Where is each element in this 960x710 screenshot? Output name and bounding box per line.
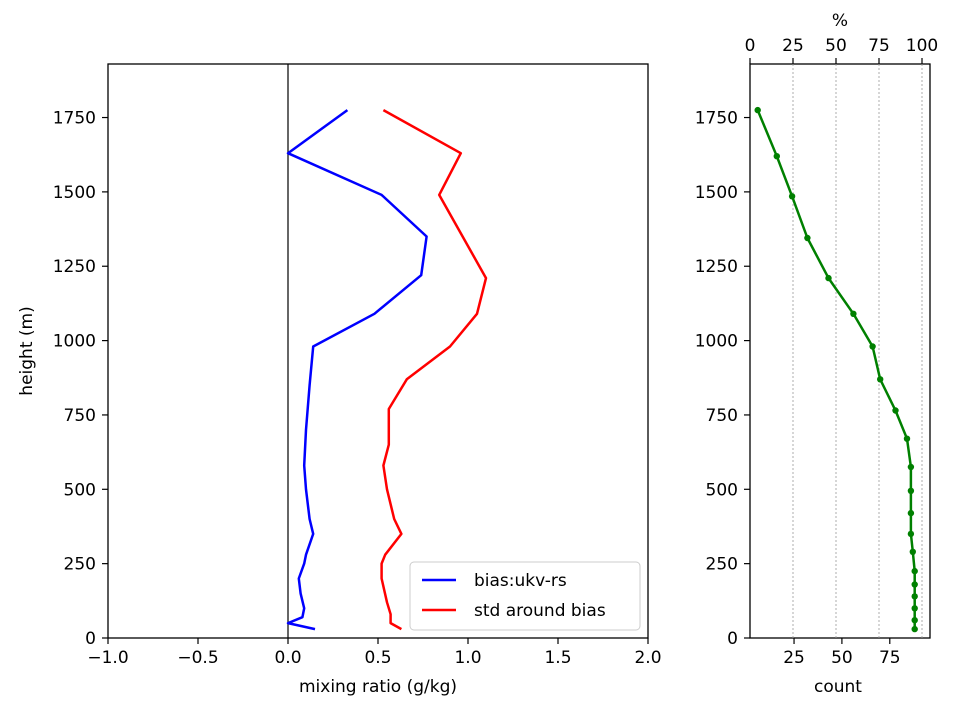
count-tick-label: 75 <box>879 648 901 668</box>
legend-label-std: std around bias <box>474 601 606 621</box>
right-x-ticks: 25 50 75 <box>783 638 901 668</box>
count-point <box>788 193 796 200</box>
right-y-tick-label: 0 <box>727 629 738 649</box>
x-tick-label: 1.0 <box>454 648 481 668</box>
y-tick-label: 0 <box>85 629 96 649</box>
x-axis-label: mixing ratio (g/kg) <box>299 677 457 697</box>
y-tick-label: 250 <box>64 555 96 575</box>
right-y-tick-label: 750 <box>706 406 738 426</box>
count-point <box>907 530 915 538</box>
bias-series-line <box>286 109 428 631</box>
count-point <box>911 567 918 575</box>
right-y-tick-label: 1500 <box>695 183 738 203</box>
right-percent-gridlines <box>792 64 923 638</box>
count-point <box>804 234 811 242</box>
y-tick-label: 500 <box>64 480 96 500</box>
right-y-tick-label: 500 <box>706 480 738 500</box>
count-point <box>911 625 918 633</box>
count-point <box>911 593 918 600</box>
y-tick-label: 1750 <box>53 109 96 129</box>
count-tick-label: 25 <box>783 648 805 668</box>
right-plot-frame <box>749 63 931 639</box>
count-point <box>869 343 876 350</box>
y-tick-label: 750 <box>64 406 96 426</box>
right-y-tick-label: 1250 <box>695 257 738 277</box>
right-y-ticks: 0 250 500 750 1000 1250 1500 1750 <box>695 109 750 649</box>
x-tick-label: 0.0 <box>274 648 301 668</box>
right-y-tick-label: 1000 <box>695 332 738 352</box>
count-point <box>907 487 915 494</box>
x-tick-label: 0.5 <box>364 648 391 668</box>
count-point <box>773 153 780 160</box>
percent-axis-label: % <box>832 11 848 31</box>
count-point <box>825 274 832 282</box>
legend: bias:ukv-rs std around bias <box>409 561 641 631</box>
count-point <box>909 548 916 555</box>
bias-std-panel: −1.0 −0.5 0.0 0.5 1.0 1.5 2.0 0 250 500 750 1000 12… <box>17 63 662 697</box>
y-tick-label: 1500 <box>53 183 96 203</box>
count-point <box>911 617 918 624</box>
y-axis-label: height (m) <box>17 306 37 395</box>
right-y-tick-label: 1750 <box>695 109 738 129</box>
count-axis-label: count <box>814 677 862 697</box>
x-tick-label: 1.5 <box>544 648 571 668</box>
y-tick-label: 1250 <box>53 257 96 277</box>
count-point <box>892 407 899 414</box>
x-tick-label: −1.0 <box>87 648 128 668</box>
y-tick-label: 1000 <box>53 332 96 352</box>
left-y-ticks: 0 250 500 750 1000 1250 1500 1750 <box>53 109 108 649</box>
legend-box <box>409 561 641 631</box>
count-point <box>907 463 915 471</box>
percent-tick-label: 100 <box>906 36 938 56</box>
count-point <box>754 106 761 114</box>
percent-tick-label: 75 <box>868 36 890 56</box>
count-point <box>903 435 911 442</box>
x-tick-label: 2.0 <box>634 648 661 668</box>
count-tick-label: 50 <box>831 648 853 668</box>
std-series-line <box>380 109 488 631</box>
percent-tick-label: 50 <box>825 36 847 56</box>
count-point <box>911 605 918 612</box>
count-point <box>911 581 918 588</box>
count-point <box>850 310 857 317</box>
right-y-tick-label: 250 <box>706 555 738 575</box>
left-plot-frame <box>107 63 649 639</box>
legend-label-bias: bias:ukv-rs <box>474 571 567 591</box>
count-point <box>877 376 884 383</box>
count-point <box>907 509 915 517</box>
right-top-ticks: 0 25 50 75 100 <box>745 36 938 64</box>
right-series-group <box>754 106 918 633</box>
left-series-group <box>286 109 488 631</box>
x-tick-label: −0.5 <box>177 648 218 668</box>
count-panel: 25 50 75 0 25 50 75 100 0 250 500 750 1000 1250 1500… <box>695 11 938 697</box>
percent-tick-label: 25 <box>782 36 804 56</box>
percent-tick-label: 0 <box>745 36 756 56</box>
left-x-ticks: −1.0 −0.5 0.0 0.5 1.0 1.5 2.0 <box>87 638 662 668</box>
